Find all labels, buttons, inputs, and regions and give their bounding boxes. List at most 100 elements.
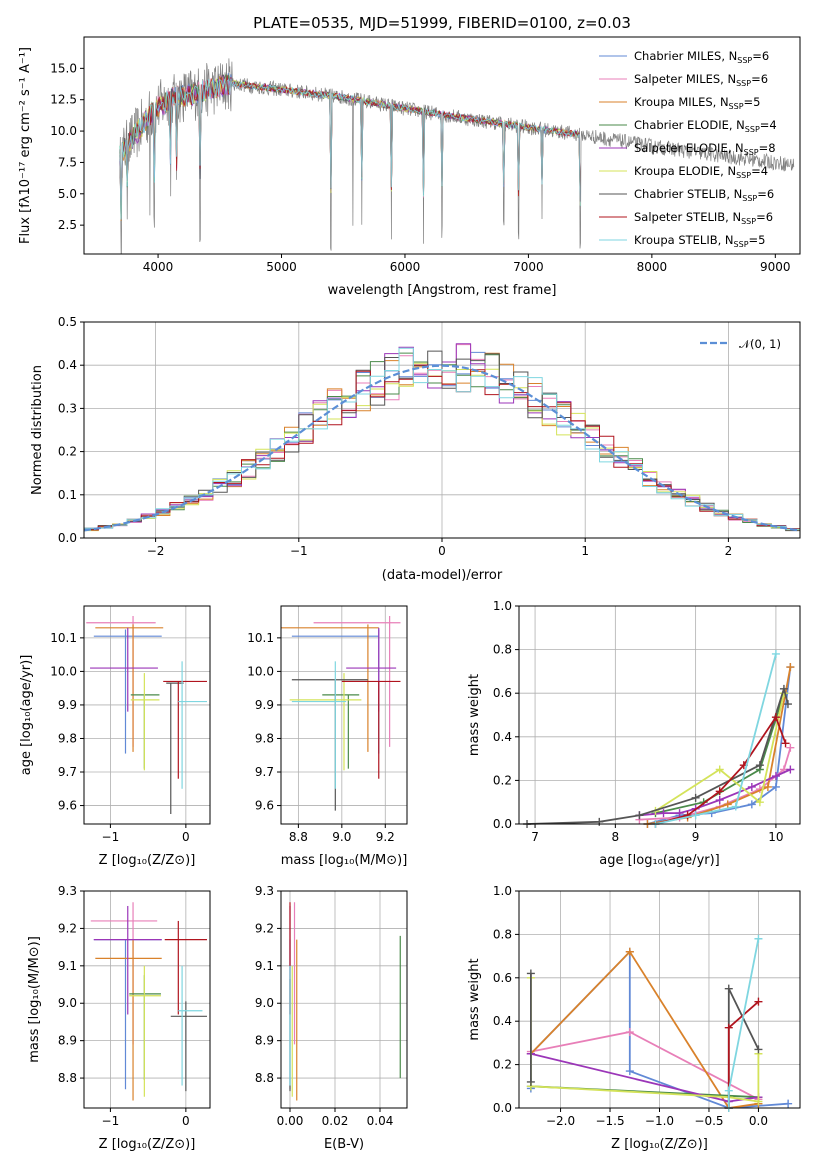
tick-label-y: 9.9 <box>255 698 274 712</box>
series-lines <box>523 649 795 828</box>
series-kroupa_miles <box>530 950 759 1109</box>
errorbars <box>289 902 401 1101</box>
tick-label-x: 8 <box>612 830 620 844</box>
tick-label-y: 9.1 <box>255 959 274 973</box>
legend-entry: Salpeter ELODIE, NSSP=8 <box>634 141 776 157</box>
marker-chabrier_stelib <box>526 969 535 978</box>
tick-label-x: 8000 <box>637 260 668 274</box>
tick-label-y: 9.6 <box>255 799 274 813</box>
axes-frame <box>83 36 801 255</box>
tick-label-x: −2 <box>147 544 165 558</box>
errorbars <box>86 616 207 814</box>
marker-salpeter_elodie <box>786 765 795 774</box>
tick-label-y: 15.0 <box>50 61 77 75</box>
legend-sub: SSP <box>741 217 756 226</box>
tick-label-y: 0.5 <box>58 315 77 329</box>
tick-label-y: 8.8 <box>58 1071 77 1085</box>
tick-label-y: 9.6 <box>58 799 77 813</box>
tick-label-x: 0 <box>182 830 190 844</box>
marker-chabrier_stelib <box>755 761 764 770</box>
series-chabrier_elodie <box>655 692 785 814</box>
legend-entry: Salpeter STELIB, NSSP=6 <box>634 210 773 226</box>
tick-label-x: 10 <box>768 830 783 844</box>
legend: Chabrier MILES, NSSP=6 Salpeter MILES, NS… <box>599 49 777 249</box>
marker-chabrier_stelib <box>635 811 644 820</box>
marker-salpeter_elodie <box>715 796 724 805</box>
marker-salpeter_stelib <box>781 739 790 748</box>
tick-label-x: 0 <box>182 1114 190 1128</box>
tick-label-y: 0.8 <box>493 927 512 941</box>
tick-label-y: 10.1 <box>50 631 77 645</box>
y-axis-label: mass weight <box>467 958 482 1040</box>
legend-suffix: =4 <box>751 164 768 178</box>
axes-frame <box>83 321 801 539</box>
tick-label-y: 9.2 <box>58 921 77 935</box>
y-axis-label: age [log₁₀(age/yr)] <box>19 655 34 776</box>
tick-label-y: 0.1 <box>58 488 77 502</box>
tick-label-y: 0.0 <box>58 531 77 545</box>
legend-suffix: =4 <box>760 118 777 132</box>
legend-suffix: =6 <box>757 187 774 201</box>
legend-sub: SSP <box>734 240 749 249</box>
marker-salpeter_miles <box>786 743 795 752</box>
tick-label-y: 12.5 <box>50 93 77 107</box>
marker-kroupa_elodie <box>715 765 724 774</box>
series-kroupa_elodie <box>655 693 785 812</box>
tick-label-y: 0.0 <box>493 817 512 831</box>
axes-frame <box>280 890 408 1109</box>
tick-label-x: 0.00 <box>277 1114 304 1128</box>
axes-frame <box>83 890 211 1109</box>
legend-entry: Chabrier STELIB, NSSP=6 <box>634 187 774 203</box>
tick-label-y: 10.1 <box>247 631 274 645</box>
tick-label-y: 9.1 <box>58 959 77 973</box>
axes-frame <box>280 605 408 825</box>
marker-chabrier_stelib <box>526 1077 535 1086</box>
tick-label-x: 0.02 <box>322 1114 349 1128</box>
normal-curve <box>83 364 801 532</box>
legend-sub: SSP <box>729 102 744 111</box>
marker-chabrier_stelib <box>595 817 604 826</box>
marker-chabrier_stelib <box>779 684 788 693</box>
tick-label-x: 6000 <box>390 260 421 274</box>
marker-chabrier_miles <box>747 800 756 809</box>
legend-entry: Kroupa ELODIE, NSSP=4 <box>634 164 768 180</box>
legend-entry: 𝒩(0, 1) <box>739 337 781 351</box>
series-kroupa_stelib <box>655 653 777 825</box>
tick-label-y: 9.2 <box>255 921 274 935</box>
marker-kroupa_stelib <box>691 811 700 820</box>
tick-label-x: 7 <box>531 830 539 844</box>
y-axis-label: mass weight <box>467 674 482 756</box>
tick-label-y: 9.0 <box>58 996 77 1010</box>
legend-sub: SSP <box>737 56 752 65</box>
x-axis-label: Z [log₁₀(Z/Z⊙)] <box>611 1137 708 1152</box>
y-axis-label: Normed distribution <box>30 365 45 495</box>
panel-mass_vs_ebv: 0.00 0.02 0.04 8.8 8.9 9.0 9.1 9.2 9.3 E(B-V) <box>255 884 408 1152</box>
tick-label-y: 0.2 <box>493 1058 512 1072</box>
errorbars <box>90 902 207 1101</box>
tick-label-x: 9.2 <box>376 830 395 844</box>
tick-label-y: 0.4 <box>493 730 512 744</box>
chart-title: PLATE=0535, MJD=51999, FIBERID=0100, z=0… <box>253 14 631 32</box>
y-axis-label: Flux [fλ10⁻¹⁷ erg cm⁻² s⁻¹ A⁻¹] <box>18 47 33 244</box>
legend-entry: Chabrier MILES, NSSP=6 <box>634 49 769 65</box>
marker-chabrier_stelib <box>691 793 700 802</box>
errorbars <box>281 616 401 811</box>
legend-sub: SSP <box>736 79 751 88</box>
series-salpeter_miles <box>639 747 792 821</box>
marker-chabrier_miles <box>784 1099 793 1108</box>
panel-mass_weight_vs_Z: −2.0 −1.5 −1.0 −0.5 0.0 0.0 0.2 0.4 0.6 0.8 1.0 Z [… <box>467 884 801 1152</box>
tick-label-y: 5.0 <box>58 187 77 201</box>
marker-salpeter_stelib <box>771 713 780 722</box>
marker-salpeter_elodie <box>675 809 684 818</box>
legend-suffix: =8 <box>759 141 776 155</box>
tick-label-y: 10.0 <box>50 664 77 678</box>
series-salpeter_stelib <box>655 715 787 825</box>
tick-label-y: 0.2 <box>58 445 77 459</box>
tick-label-y: 0.4 <box>493 1014 512 1028</box>
legend-sub: SSP <box>736 171 751 180</box>
tick-label-y: 8.9 <box>58 1034 77 1048</box>
marker-chabrier_miles <box>771 782 780 791</box>
marker-chabrier_stelib <box>724 984 733 993</box>
tick-label-x: −1.5 <box>595 1114 624 1128</box>
